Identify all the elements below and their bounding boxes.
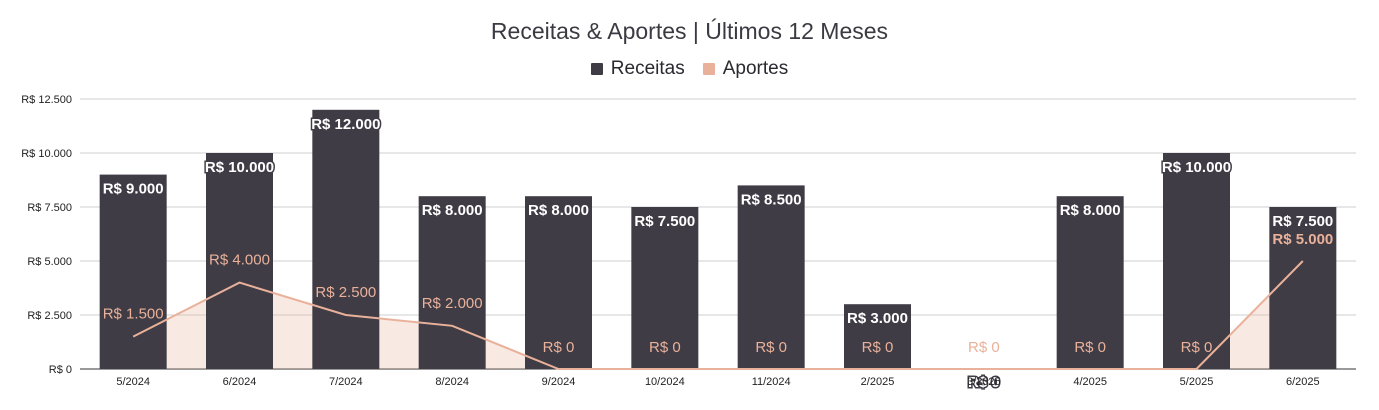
x-tick-label: 10/2024 [645,376,685,388]
data-label-aportes: R$ 4.000 [209,252,270,269]
data-label-aportes: R$ 0 [755,339,787,356]
x-tick-label: 2/2025 [861,376,895,388]
x-tick-label: 3/2025 [967,376,1001,388]
bar-receitas [1163,153,1230,369]
data-label-aportes: R$ 0 [543,339,575,356]
x-tick-label: 8/2024 [435,376,469,388]
data-label-receitas: R$ 8.500 [741,191,802,208]
data-label-aportes: R$ 0 [862,339,894,356]
legend-item-aportes[interactable]: Aportes [702,58,789,80]
data-label-receitas: R$ 10.000 [1162,159,1231,176]
data-label-aportes: R$ 0 [968,339,1000,356]
bar-receitas [418,196,486,369]
data-label-receitas: R$ 10.000 [205,159,274,176]
data-label-receitas: R$ 8.000 [1060,202,1121,219]
y-tick-label: R$ 5.000 [27,256,72,268]
data-label-aportes: R$ 2.000 [422,295,483,312]
y-tick-label: R$ 10.000 [21,148,72,160]
y-tick-label: R$ 2.500 [27,310,72,322]
legend-item-receitas[interactable]: Receitas [590,58,685,80]
legend-label-receitas: Receitas [610,58,685,79]
data-label-aportes: R$ 1.500 [103,306,164,323]
aportes-line [132,260,1304,370]
bar-receitas [1269,207,1337,369]
x-tick-label: 6/2025 [1286,376,1320,388]
bar-receitas [844,304,911,369]
bar-receitas [206,153,273,369]
data-label-receitas: R$ 0 [968,374,1000,391]
data-label-receitas: R$ 9.000 [103,181,164,198]
data-label-aportes: R$ 0 [649,339,681,356]
y-tick-label: R$ 7.500 [27,202,72,214]
x-tick-label: 6/2024 [223,376,257,388]
x-tick-label: 4/2025 [1073,376,1107,388]
data-label-receitas: R$ 7.500 [634,213,695,230]
x-tick-label: 7/2024 [329,376,363,388]
bar-receitas [525,196,592,369]
data-label-aportes: R$ 5.000 [1272,231,1333,248]
y-tick-label: R$ 12.500 [21,94,72,106]
legend-swatch-receitas [590,63,603,75]
x-tick-label: 5/2025 [1180,376,1214,388]
x-tick-label: 11/2024 [752,376,791,388]
data-label-aportes: R$ 0 [1074,339,1106,356]
bar-receitas [312,109,380,370]
data-label-receitas: R$ 8.000 [422,202,483,219]
data-label-aportes: R$ 0 [1181,339,1213,356]
legend-swatch-aportes [702,63,715,75]
legend: Receitas Aportes [0,58,1379,80]
legend-label-aportes: Aportes [722,58,789,79]
x-tick-label: 9/2024 [542,376,576,388]
bar-receitas [631,207,699,369]
bar-receitas [737,185,805,369]
chart-title: Receitas & Aportes | Últimos 12 Meses [490,18,889,44]
x-tick-label: 5/2024 [116,376,150,388]
data-label-receitas: R$ 8.000 [528,202,589,219]
data-label-receitas: R$ 12.000 [311,116,380,133]
bar-receitas [1056,196,1124,369]
data-label-receitas: R$ 7.500 [1272,213,1333,230]
data-label-aportes: R$ 2.500 [315,284,376,301]
data-label-receitas: R$ 3.000 [847,310,908,327]
bar-receitas [99,174,167,369]
y-tick-label: R$ 0 [49,364,72,376]
